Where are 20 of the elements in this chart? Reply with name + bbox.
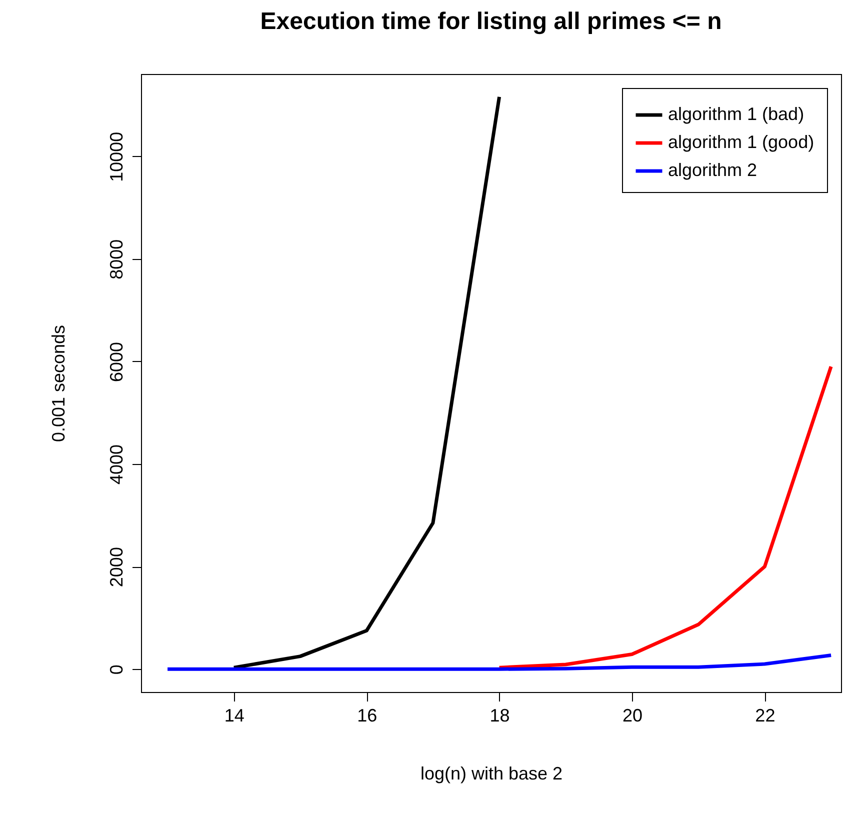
legend-label: algorithm 2: [668, 160, 758, 180]
chart-title: Execution time for listing all primes <= n: [260, 8, 722, 35]
x-axis-title: log(n) with base 2: [420, 764, 563, 784]
x-tick-label: 22: [755, 706, 776, 726]
line-series: [498, 364, 833, 670]
y-tick-label: 0: [106, 664, 126, 675]
legend-label: algorithm 1 (good): [668, 132, 814, 152]
y-tick-label: 8000: [106, 239, 126, 280]
y-tick-label: 4000: [106, 444, 126, 485]
x-tick-label: 16: [357, 706, 378, 726]
y-tick-label: 2000: [106, 547, 126, 588]
line-series: [166, 654, 833, 671]
legend-label: algorithm 1 (bad): [668, 104, 804, 124]
line-series: [232, 95, 502, 670]
x-tick-label: 14: [224, 706, 244, 726]
y-axis-title: 0.001 seconds: [48, 324, 68, 442]
x-tick-label: 18: [490, 706, 510, 726]
y-tick-label: 6000: [106, 342, 126, 382]
y-tick-label: 10000: [106, 132, 126, 182]
x-tick-label: 20: [622, 706, 643, 726]
